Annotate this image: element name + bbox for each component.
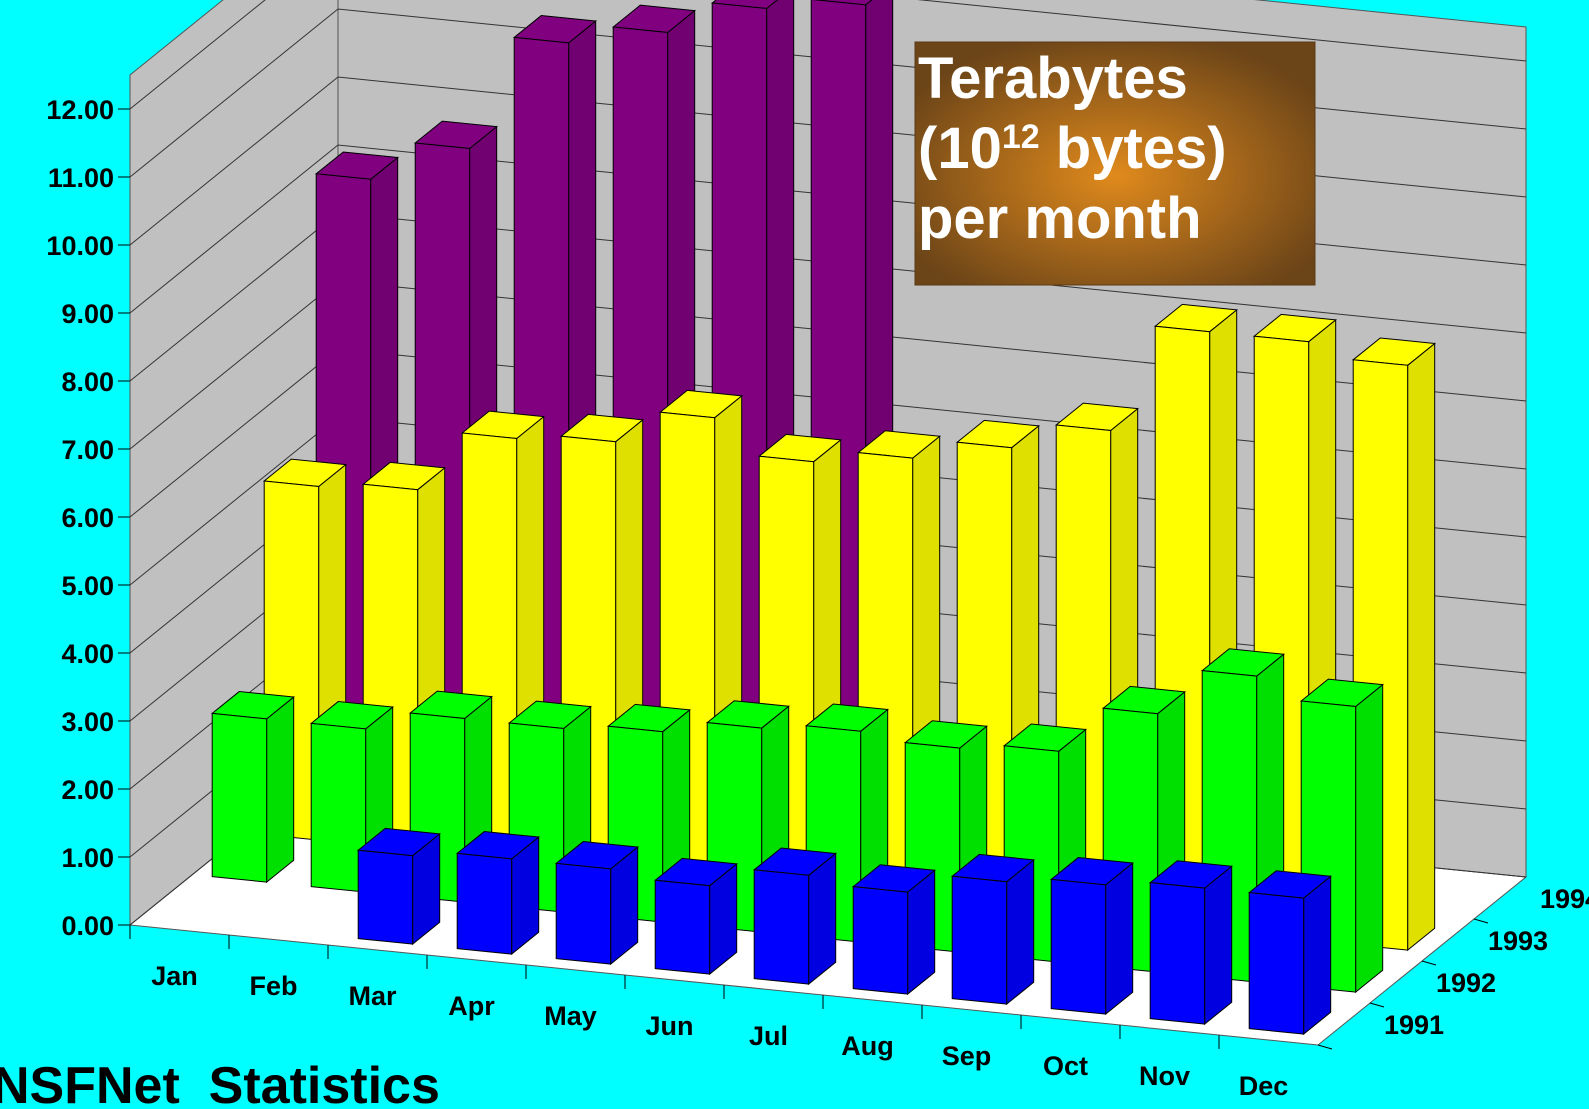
bar-front [852,886,909,995]
x-tick-label: Dec [1239,1071,1289,1101]
bar-side [1105,862,1134,1016]
y-tick-label: 11.00 [48,163,114,193]
z-tick [1473,918,1489,924]
y-tick-label: 5.00 [61,571,114,601]
bar [210,691,295,884]
legend-label: 1992 [1436,968,1496,998]
bar-front [310,722,367,893]
legend-label: 1991 [1384,1010,1444,1040]
x-tick-label: Jul [749,1021,788,1051]
bar-front [753,869,810,985]
x-tick-label: Aug [841,1031,893,1061]
bar-front [1050,878,1107,1015]
bar-front [357,849,414,945]
y-tick-label: 6.00 [61,503,114,533]
bar [1247,870,1332,1036]
bar-side [1303,875,1332,1036]
y-tick-label: 12.00 [46,95,114,125]
bar-side [1204,865,1233,1026]
z-tick [1317,1044,1333,1050]
legend-label: 1993 [1488,926,1548,956]
y-tick-label: 8.00 [61,367,114,397]
bar [752,847,837,986]
annotation-line: per month [918,186,1202,251]
bar-front [654,879,711,975]
y-tick-label: 4.00 [61,639,114,669]
bar-side [1006,858,1035,1006]
bar-front [456,852,513,955]
bar-side [1355,683,1384,994]
bar [455,831,540,956]
x-tick-label: Sep [942,1041,992,1071]
y-tick-label: 7.00 [61,435,114,465]
annotation-line: Terabytes [918,46,1188,111]
bar [851,864,936,996]
x-tick-label: Jun [645,1011,693,1041]
bar [1299,678,1384,994]
bar-front [1248,892,1305,1035]
bar-side [808,852,837,986]
annotation-box [914,41,1316,286]
z-tick [1369,1002,1385,1008]
x-tick-label: Nov [1139,1061,1190,1091]
y-tick-label: 1.00 [61,843,114,873]
bar-side [1407,342,1436,952]
bar-front [1149,882,1206,1025]
y-tick-label: 10.00 [46,231,114,261]
bar [1148,860,1233,1026]
x-tick-label: Mar [348,981,397,1011]
annotation-part: bytes) [1040,116,1227,181]
grid-line [129,0,1527,110]
x-tick-label: Jan [151,961,198,991]
annotation-sup: 12 [1002,118,1040,156]
x-tick-label: Apr [448,991,495,1021]
bar [1049,857,1134,1016]
x-tick-label: May [544,1001,597,1031]
chart-title: NSFNet Statistics [0,1057,440,1109]
y-tick-label: 9.00 [61,299,114,329]
bar-front [951,875,1008,1005]
y-tick-label: 0.00 [61,911,114,941]
bar-side [266,696,295,884]
bar-front [555,862,612,965]
bar [554,841,639,966]
legend-label: 1994 [1540,884,1589,914]
plot-area: 0.00 1.00 2.00 3.00 4.00 5.00 6.00 7.00 8.00 9.00… [46,0,1589,1101]
bar-front [211,712,268,883]
z-tick [1421,960,1437,966]
y-tick-label: 3.00 [61,707,114,737]
bar [950,853,1035,1006]
y-tick-label: 2.00 [61,775,114,805]
x-tick-label: Oct [1043,1051,1088,1081]
annotation-line: (1012 bytes) [918,116,1227,181]
bar [653,857,738,976]
x-tick-label: Feb [249,971,297,1001]
annotation-part: (10 [918,116,1002,181]
bar [356,827,441,946]
